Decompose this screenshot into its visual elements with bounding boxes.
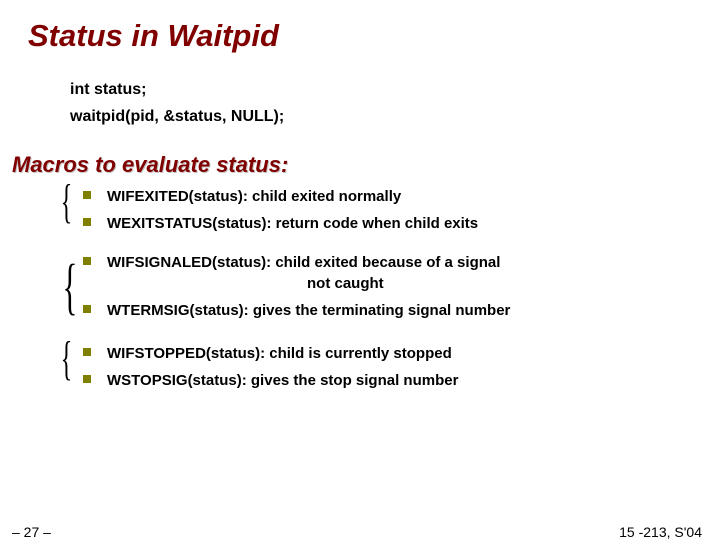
list-item: WSTOPSIG(status): gives the stop signal …: [83, 370, 720, 391]
macro-group-1: { WIFEXITED(status): child exited normal…: [55, 186, 720, 234]
slide-title: Status in Waitpid: [28, 18, 720, 54]
bullet-list-3: WIFSTOPPED(status): child is currently s…: [83, 343, 720, 391]
list-item: WTERMSIG(status): gives the terminating …: [83, 300, 720, 321]
macro-group-2: { WIFSIGNALED(status): child exited beca…: [55, 252, 720, 321]
item-text: WIFSIGNALED(status): child exited becaus…: [107, 254, 500, 271]
code-line-1: int status;: [70, 76, 720, 103]
bullet-list-1: WIFEXITED(status): child exited normally…: [83, 186, 720, 234]
left-brace-icon: {: [62, 252, 77, 323]
list-item: WIFSIGNALED(status): child exited becaus…: [83, 252, 720, 294]
list-item: WIFEXITED(status): child exited normally: [83, 186, 720, 207]
list-item: WIFSTOPPED(status): child is currently s…: [83, 343, 720, 364]
page-number: – 27 –: [12, 524, 51, 540]
list-item: WEXITSTATUS(status): return code when ch…: [83, 213, 720, 234]
bullet-list-2: WIFSIGNALED(status): child exited becaus…: [83, 252, 720, 321]
course-label: 15 -213, S'04: [619, 524, 702, 540]
item-continuation: not caught: [307, 273, 720, 294]
left-brace-icon: {: [61, 174, 73, 229]
code-block: int status; waitpid(pid, &status, NULL);: [70, 76, 720, 130]
section-heading: Macros to evaluate status:: [12, 152, 720, 178]
left-brace-icon: {: [61, 331, 73, 386]
code-line-2: waitpid(pid, &status, NULL);: [70, 103, 720, 130]
macro-group-3: { WIFSTOPPED(status): child is currently…: [55, 343, 720, 391]
